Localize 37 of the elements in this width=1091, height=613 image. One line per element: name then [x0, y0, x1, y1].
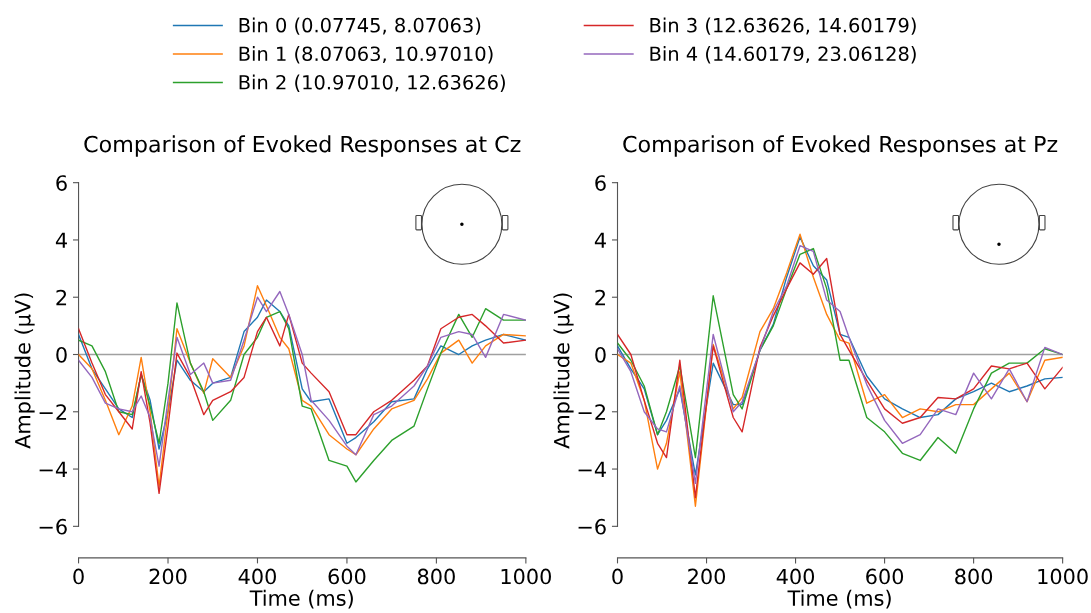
x-tick-label: 0 — [73, 568, 84, 585]
y-tick-label: 4 — [594, 232, 606, 248]
x-tick-label: 1000 — [1038, 568, 1088, 585]
y-tick-label: −6 — [578, 518, 606, 535]
y-tick-label: −6 — [39, 518, 67, 535]
y-tick-label: 6 — [56, 175, 67, 191]
legend-label: Bin 0 (0.07745, 8.07063) — [239, 17, 481, 35]
x-tick-label: 400 — [776, 568, 815, 585]
legend-label: Bin 2 (10.97010, 12.63626) — [239, 74, 505, 92]
x-tick-label: 800 — [417, 568, 455, 585]
y-tick-label: 0 — [595, 346, 606, 363]
x-tick-label: 1000 — [501, 568, 551, 585]
legend-label: Bin 1 (8.07063, 10.97010) — [239, 46, 493, 64]
x-tick-label: 200 — [149, 568, 187, 585]
y-tick-label: −2 — [578, 404, 605, 420]
y-axis-title: Amplitude (µV) — [14, 293, 35, 449]
legend-label: Bin 4 (14.60179, 23.06128) — [650, 46, 916, 64]
x-tick-label: 0 — [612, 568, 623, 585]
y-axis-title: Amplitude (µV) — [553, 293, 574, 449]
x-tick-label: 400 — [238, 568, 276, 585]
y-tick-label: 2 — [56, 289, 67, 306]
y-tick-label: −4 — [578, 461, 606, 477]
y-tick-label: −4 — [39, 461, 67, 477]
chart-title: Comparison of Evoked Responses at Cz — [84, 135, 521, 157]
x-tick-label: 200 — [688, 568, 726, 585]
x-axis-title: Time (ms) — [787, 589, 891, 609]
legend-label: Bin 3 (12.63626, 14.60179) — [650, 17, 916, 35]
x-tick-label: 800 — [955, 568, 993, 585]
y-tick-label: 4 — [55, 232, 67, 248]
chart-title: Comparison of Evoked Responses at Pz — [623, 135, 1058, 157]
y-tick-label: −2 — [39, 404, 67, 420]
x-tick-label: 600 — [328, 568, 366, 585]
y-tick-label: 0 — [56, 346, 67, 363]
x-tick-label: 600 — [866, 568, 904, 585]
y-tick-label: 2 — [595, 289, 605, 306]
y-tick-label: 6 — [595, 175, 606, 191]
x-axis-title: Time (ms) — [249, 589, 353, 609]
